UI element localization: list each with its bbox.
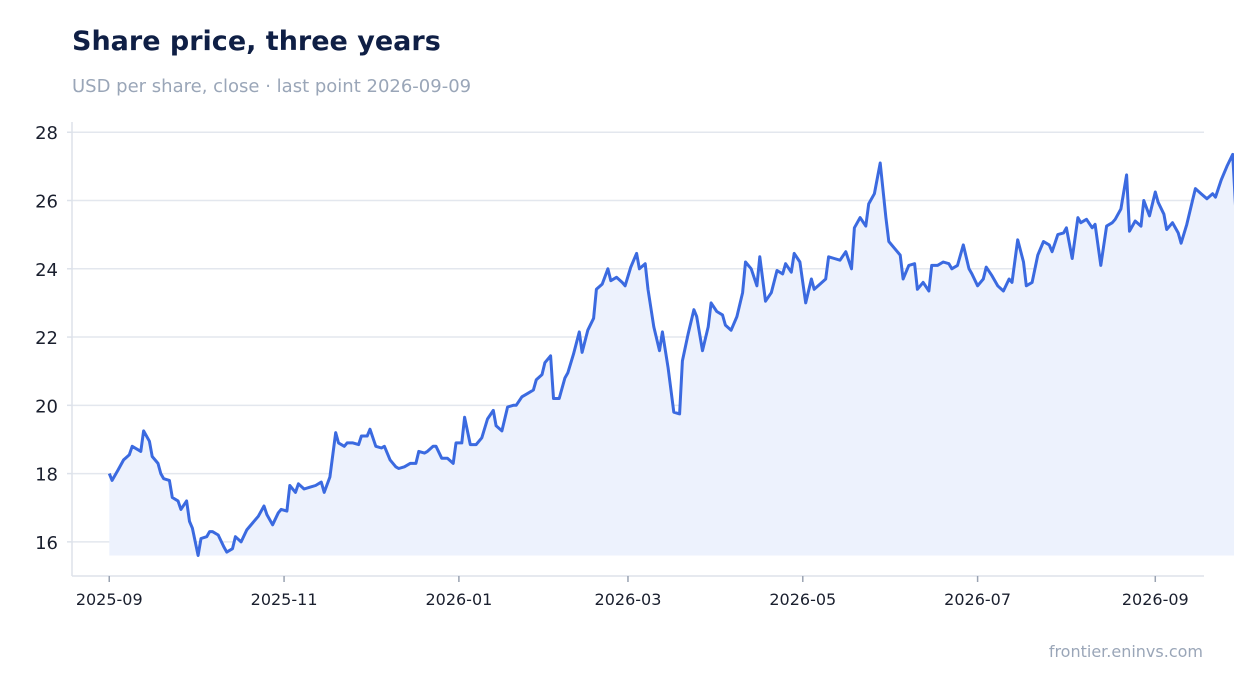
x-tick-label-2026-07: 2026-07 — [944, 590, 1011, 609]
price-area-fill — [109, 154, 1234, 556]
y-tick-label-18: 18 — [35, 465, 58, 486]
source-credit: frontier.eninvs.com — [1048, 642, 1203, 661]
y-tick-label-16: 16 — [35, 533, 58, 554]
y-axis-ticks: 16 18 20 22 24 26 28 — [35, 123, 72, 554]
x-tick-label-2025-09: 2025-09 — [76, 590, 143, 609]
x-tick-label-2026-03: 2026-03 — [595, 590, 662, 609]
y-tick-label-20: 20 — [35, 396, 58, 417]
y-tick-label-22: 22 — [35, 328, 58, 349]
y-tick-label-26: 26 — [35, 192, 58, 213]
chart-title: Share price, three years — [72, 26, 441, 57]
chart-subtitle: USD per share, close · last point 2026-0… — [72, 76, 472, 97]
price-line — [107, 152, 1234, 557]
y-tick-label-28: 28 — [35, 123, 58, 144]
x-tick-label-2026-09: 2026-09 — [1122, 590, 1189, 609]
x-tick-label-2026-01: 2026-01 — [425, 590, 492, 609]
x-axis-ticks: 2025-09 2025-11 2026-01 2026-03 2026-05 2026-… — [76, 576, 1189, 609]
x-tick-label-2025-11: 2025-11 — [251, 590, 318, 609]
axes — [71, 122, 1204, 577]
y-tick-label-24: 24 — [35, 260, 58, 281]
x-tick-label-2026-05: 2026-05 — [769, 590, 836, 609]
